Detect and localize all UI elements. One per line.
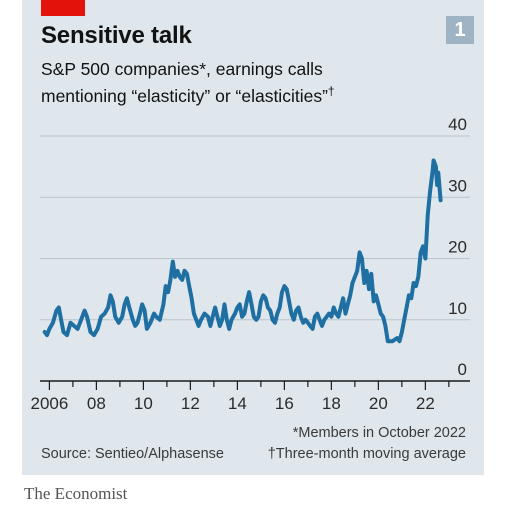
- footnote-members: *Members in October 2022: [292, 425, 466, 441]
- chart-subtitle: S&P 500 companies*, earnings calls menti…: [41, 58, 461, 107]
- source-note: Source: Sentieo/Alphasense: [41, 446, 224, 462]
- chart-title: Sensitive talk: [41, 22, 192, 49]
- y-tick-label-20: 20: [448, 238, 467, 257]
- subtitle-line-1: S&P 500 companies*, earnings calls: [41, 59, 323, 79]
- x-tick-label-2022: 22: [416, 394, 435, 413]
- x-tick-label-2008: 08: [87, 394, 106, 413]
- chart-panel: [22, 0, 484, 475]
- x-tick-label-2020: 20: [369, 394, 388, 413]
- x-tick-label-2010: 10: [134, 394, 153, 413]
- x-tick-label-2014: 14: [228, 394, 247, 413]
- publisher-brand: The Economist: [24, 484, 128, 503]
- chart-gridlines: [40, 135, 470, 321]
- x-tick-label-2018: 18: [322, 394, 341, 413]
- subtitle-line-2: mentioning “elasticity” or “elasticities…: [41, 80, 461, 107]
- series-line-0: [42, 158, 443, 344]
- x-axis: 2006 08 10 12 14 16 18 20 22: [30, 380, 470, 413]
- y-tick-label-30: 30: [448, 176, 467, 195]
- x-tick-label-2016: 16: [275, 394, 294, 413]
- chart-number-badge: 1: [446, 16, 474, 44]
- y-tick-label-0: 0: [458, 360, 467, 379]
- y-axis-tick-labels: 0 10 20 30 40: [448, 115, 467, 379]
- footnote-moving-average: †Three-month moving average: [267, 446, 466, 462]
- y-tick-label-40: 40: [448, 115, 467, 134]
- y-tick-label-10: 10: [448, 299, 467, 318]
- x-tick-label-2012: 12: [181, 394, 200, 413]
- chart-series: [42, 158, 443, 344]
- brand-red-tag: [41, 0, 85, 16]
- x-tick-label-2006: 2006: [30, 394, 68, 413]
- subtitle-dagger: †: [327, 84, 335, 98]
- subtitle-line-2-text: mentioning “elasticity” or “elasticities…: [41, 85, 328, 106]
